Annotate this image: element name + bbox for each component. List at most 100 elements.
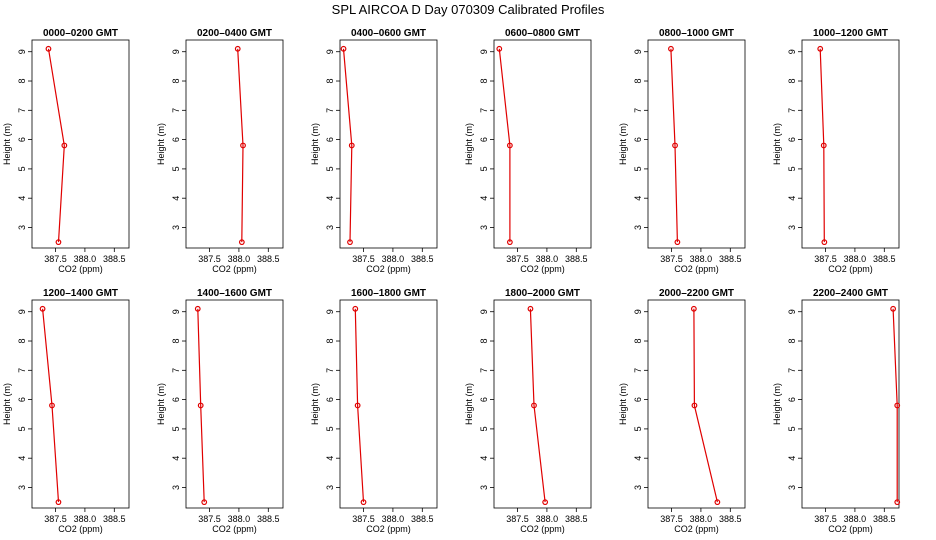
y-tick-label: 6: [171, 137, 181, 142]
x-tick-label: 388.5: [103, 254, 126, 264]
y-tick-label: 4: [171, 196, 181, 201]
y-tick-label: 6: [633, 397, 643, 402]
panel-title: 1800–2000 GMT: [505, 288, 580, 299]
y-tick-label: 7: [787, 108, 797, 113]
x-tick-label: 388.5: [411, 514, 434, 524]
y-tick-label: 7: [325, 108, 335, 113]
x-tick-label: 388.5: [103, 514, 126, 524]
y-axis-label: Height (m): [2, 123, 12, 165]
y-tick-label: 5: [171, 166, 181, 171]
y-tick-label: 4: [17, 196, 27, 201]
data-point: [201, 499, 208, 506]
profile-line: [892, 308, 898, 503]
panel-grid: 0000–0200 GMT 387.5 388.0 388.5 3 4 5 6 7 8 9 CO2 (…: [2, 28, 901, 534]
y-tick-label: 8: [479, 79, 489, 84]
y-tick-label: 9: [479, 309, 489, 314]
data-point: [821, 239, 828, 246]
y-tick-label: 7: [325, 368, 335, 373]
y-tick-label: 6: [325, 397, 335, 402]
x-tick-label: 388.0: [74, 514, 97, 524]
y-tick-label: 4: [787, 196, 797, 201]
x-tick-label: 388.0: [228, 514, 251, 524]
data-point: [234, 45, 241, 52]
y-tick-label: 6: [171, 397, 181, 402]
data-point: [531, 402, 537, 409]
y-axis-label: Height (m): [2, 383, 12, 425]
y-tick-label: 4: [325, 196, 335, 201]
profile-line: [354, 308, 365, 503]
data-point: [542, 499, 549, 506]
data-point: [39, 305, 46, 312]
y-tick-label: 8: [17, 339, 27, 344]
plot-frame: [31, 299, 130, 509]
x-tick-label: 388.0: [228, 254, 251, 264]
x-tick-label: 387.5: [198, 514, 221, 524]
y-tick-label: 5: [787, 166, 797, 171]
y-tick-label: 3: [787, 485, 797, 490]
x-tick-label: 388.5: [719, 514, 742, 524]
x-tick-label: 387.5: [352, 514, 375, 524]
data-point: [45, 45, 52, 52]
y-tick-label: 4: [17, 456, 27, 461]
y-tick-label: 5: [325, 426, 335, 431]
data-point: [890, 305, 897, 312]
data-point: [55, 239, 62, 246]
data-point: [55, 499, 62, 506]
panel-title: 0000–0200 GMT: [43, 28, 118, 39]
y-tick-label: 6: [479, 137, 489, 142]
y-tick-label: 8: [325, 79, 335, 84]
x-tick-label: 387.5: [660, 254, 683, 264]
plot-frame: [339, 299, 438, 509]
data-point: [496, 45, 503, 52]
x-axis-label: CO2 (ppm): [212, 524, 257, 534]
y-tick-label: 8: [171, 79, 181, 84]
data-point: [894, 402, 901, 409]
x-axis-label: CO2 (ppm): [58, 264, 103, 274]
x-tick-label: 388.0: [844, 514, 867, 524]
y-tick-label: 4: [171, 456, 181, 461]
x-tick-label: 388.0: [382, 254, 405, 264]
y-axis-label: Height (m): [310, 383, 320, 425]
y-tick-label: 4: [633, 196, 643, 201]
data-point: [506, 239, 513, 246]
x-tick-label: 388.0: [74, 254, 97, 264]
y-axis-label: Height (m): [156, 383, 166, 425]
x-tick-label: 387.5: [198, 254, 221, 264]
plot-frame: [493, 299, 592, 509]
profile-panel: 0000–0200 GMT 387.5 388.0 388.5 3 4 5 6 7 8 9 CO2 (…: [2, 28, 130, 274]
x-tick-label: 387.5: [660, 514, 683, 524]
data-point: [672, 142, 678, 149]
x-axis-label: CO2 (ppm): [828, 264, 873, 274]
panel-title: 2200–2400 GMT: [813, 288, 888, 299]
y-tick-label: 9: [633, 309, 643, 314]
plot-frame: [185, 299, 284, 509]
profile-panel: 1200–1400 GMT 387.5 388.0 388.5 3 4 5 6 7 8 9 CO2 (…: [2, 288, 130, 534]
y-tick-label: 4: [325, 456, 335, 461]
y-axis-label: Height (m): [618, 123, 628, 165]
y-tick-label: 7: [633, 108, 643, 113]
y-tick-label: 3: [325, 225, 335, 230]
y-tick-label: 7: [171, 108, 181, 113]
x-tick-label: 388.0: [536, 254, 559, 264]
y-tick-label: 9: [171, 49, 181, 54]
profile-panel: 1000–1200 GMT 387.5 388.0 388.5 3 4 5 6 7 8 9 CO2 (…: [772, 28, 900, 274]
y-tick-label: 6: [17, 397, 27, 402]
panel-title: 1400–1600 GMT: [197, 288, 272, 299]
y-axis-label: Height (m): [618, 383, 628, 425]
y-tick-label: 4: [633, 456, 643, 461]
data-point: [894, 499, 901, 506]
y-tick-label: 7: [479, 368, 489, 373]
data-point: [61, 142, 68, 149]
panel-title: 0400–0600 GMT: [351, 28, 426, 39]
x-axis-label: CO2 (ppm): [674, 264, 719, 274]
profile-panel: 1400–1600 GMT 387.5 388.0 388.5 3 4 5 6 7 8 9 CO2 (…: [156, 288, 284, 534]
y-tick-label: 3: [171, 225, 181, 230]
data-point: [690, 305, 697, 312]
x-tick-label: 388.0: [690, 254, 713, 264]
panel-title: 0200–0400 GMT: [197, 28, 272, 39]
data-point: [240, 142, 246, 149]
y-tick-label: 4: [479, 196, 489, 201]
y-axis-label: Height (m): [464, 123, 474, 165]
y-axis-label: Height (m): [464, 383, 474, 425]
plot-frame: [647, 299, 746, 509]
